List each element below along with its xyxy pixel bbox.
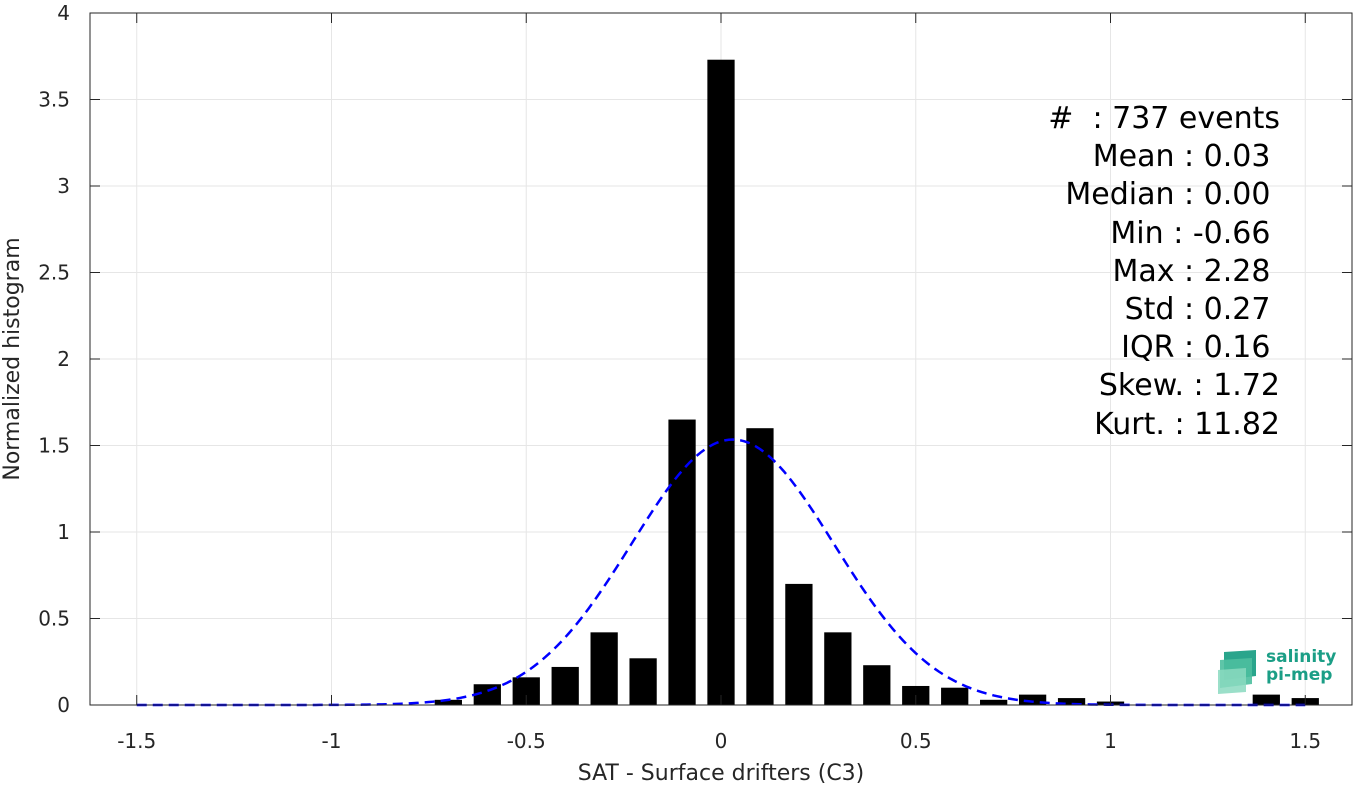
x-tick-label: 1.5	[1289, 729, 1321, 753]
y-tick-label: 2	[57, 347, 70, 371]
y-tick-label: 3.5	[38, 88, 70, 112]
histogram-bar	[746, 428, 774, 705]
y-tick-label: 1.5	[38, 434, 70, 458]
x-tick-label: -1.5	[117, 729, 156, 753]
stat-events: # : 737 events	[1048, 101, 1280, 136]
histogram-bar	[824, 632, 852, 705]
histogram-bar	[941, 687, 969, 705]
logo-line2: pi-mep	[1266, 665, 1333, 685]
y-tick-label: 4	[57, 1, 70, 25]
x-tick-label: 0.5	[900, 729, 932, 753]
y-tick-label: 3	[57, 174, 70, 198]
histogram-bar	[629, 658, 657, 705]
histogram-bar	[785, 583, 813, 705]
x-axis-label: SAT - Surface drifters (C3)	[578, 761, 865, 785]
histogram-bars	[434, 59, 1319, 705]
y-axis-ticks: 0 0.5 1 1.5 2 2.5 3 3.5 4	[38, 1, 1352, 717]
stat-max: Max : 2.28	[1112, 253, 1280, 289]
stat-std: Std : 0.27	[1124, 292, 1280, 328]
y-axis-label: Normalized histogram	[0, 237, 25, 480]
salinity-pimep-logo: salinity pi-mep	[1216, 646, 1346, 696]
stat-skew: Skew. : 1.72	[1098, 368, 1280, 404]
histogram-bar	[863, 665, 891, 705]
x-tick-label: -0.5	[507, 729, 546, 753]
logo-line1: salinity	[1266, 647, 1337, 667]
histogram-bar	[668, 419, 696, 705]
histogram-bar	[980, 699, 1008, 705]
stats-box: # : 737 events Mean : 0.03 Median : 0.00…	[960, 100, 1280, 444]
stat-iqr: IQR : 0.16	[1121, 330, 1280, 366]
y-tick-label: 1	[57, 520, 70, 544]
histogram-bar	[1252, 694, 1280, 705]
histogram-bar	[1018, 694, 1047, 705]
stat-mean: Mean : 0.03	[1092, 139, 1280, 175]
x-tick-label: 1	[1104, 729, 1117, 753]
y-tick-label: 0	[57, 693, 70, 717]
histogram-bar	[707, 59, 735, 705]
histogram-bar	[551, 666, 579, 705]
y-tick-label: 0.5	[38, 607, 70, 631]
histogram-bar	[1057, 698, 1086, 705]
salinity-logo-icon	[1218, 650, 1256, 694]
x-axis-ticks: -1.5 -1 -0.5 0 0.5 1 1.5	[117, 13, 1321, 753]
stat-median: Median : 0.00	[1065, 177, 1280, 213]
stat-min: Min : -0.66	[1110, 215, 1280, 251]
histogram-bar	[434, 699, 462, 705]
x-tick-label: 0	[715, 729, 728, 753]
stat-kurt: Kurt. : 11.82	[1094, 406, 1280, 442]
y-tick-label: 2.5	[38, 261, 70, 285]
x-tick-label: -1	[322, 729, 342, 753]
histogram-bar	[590, 632, 618, 705]
